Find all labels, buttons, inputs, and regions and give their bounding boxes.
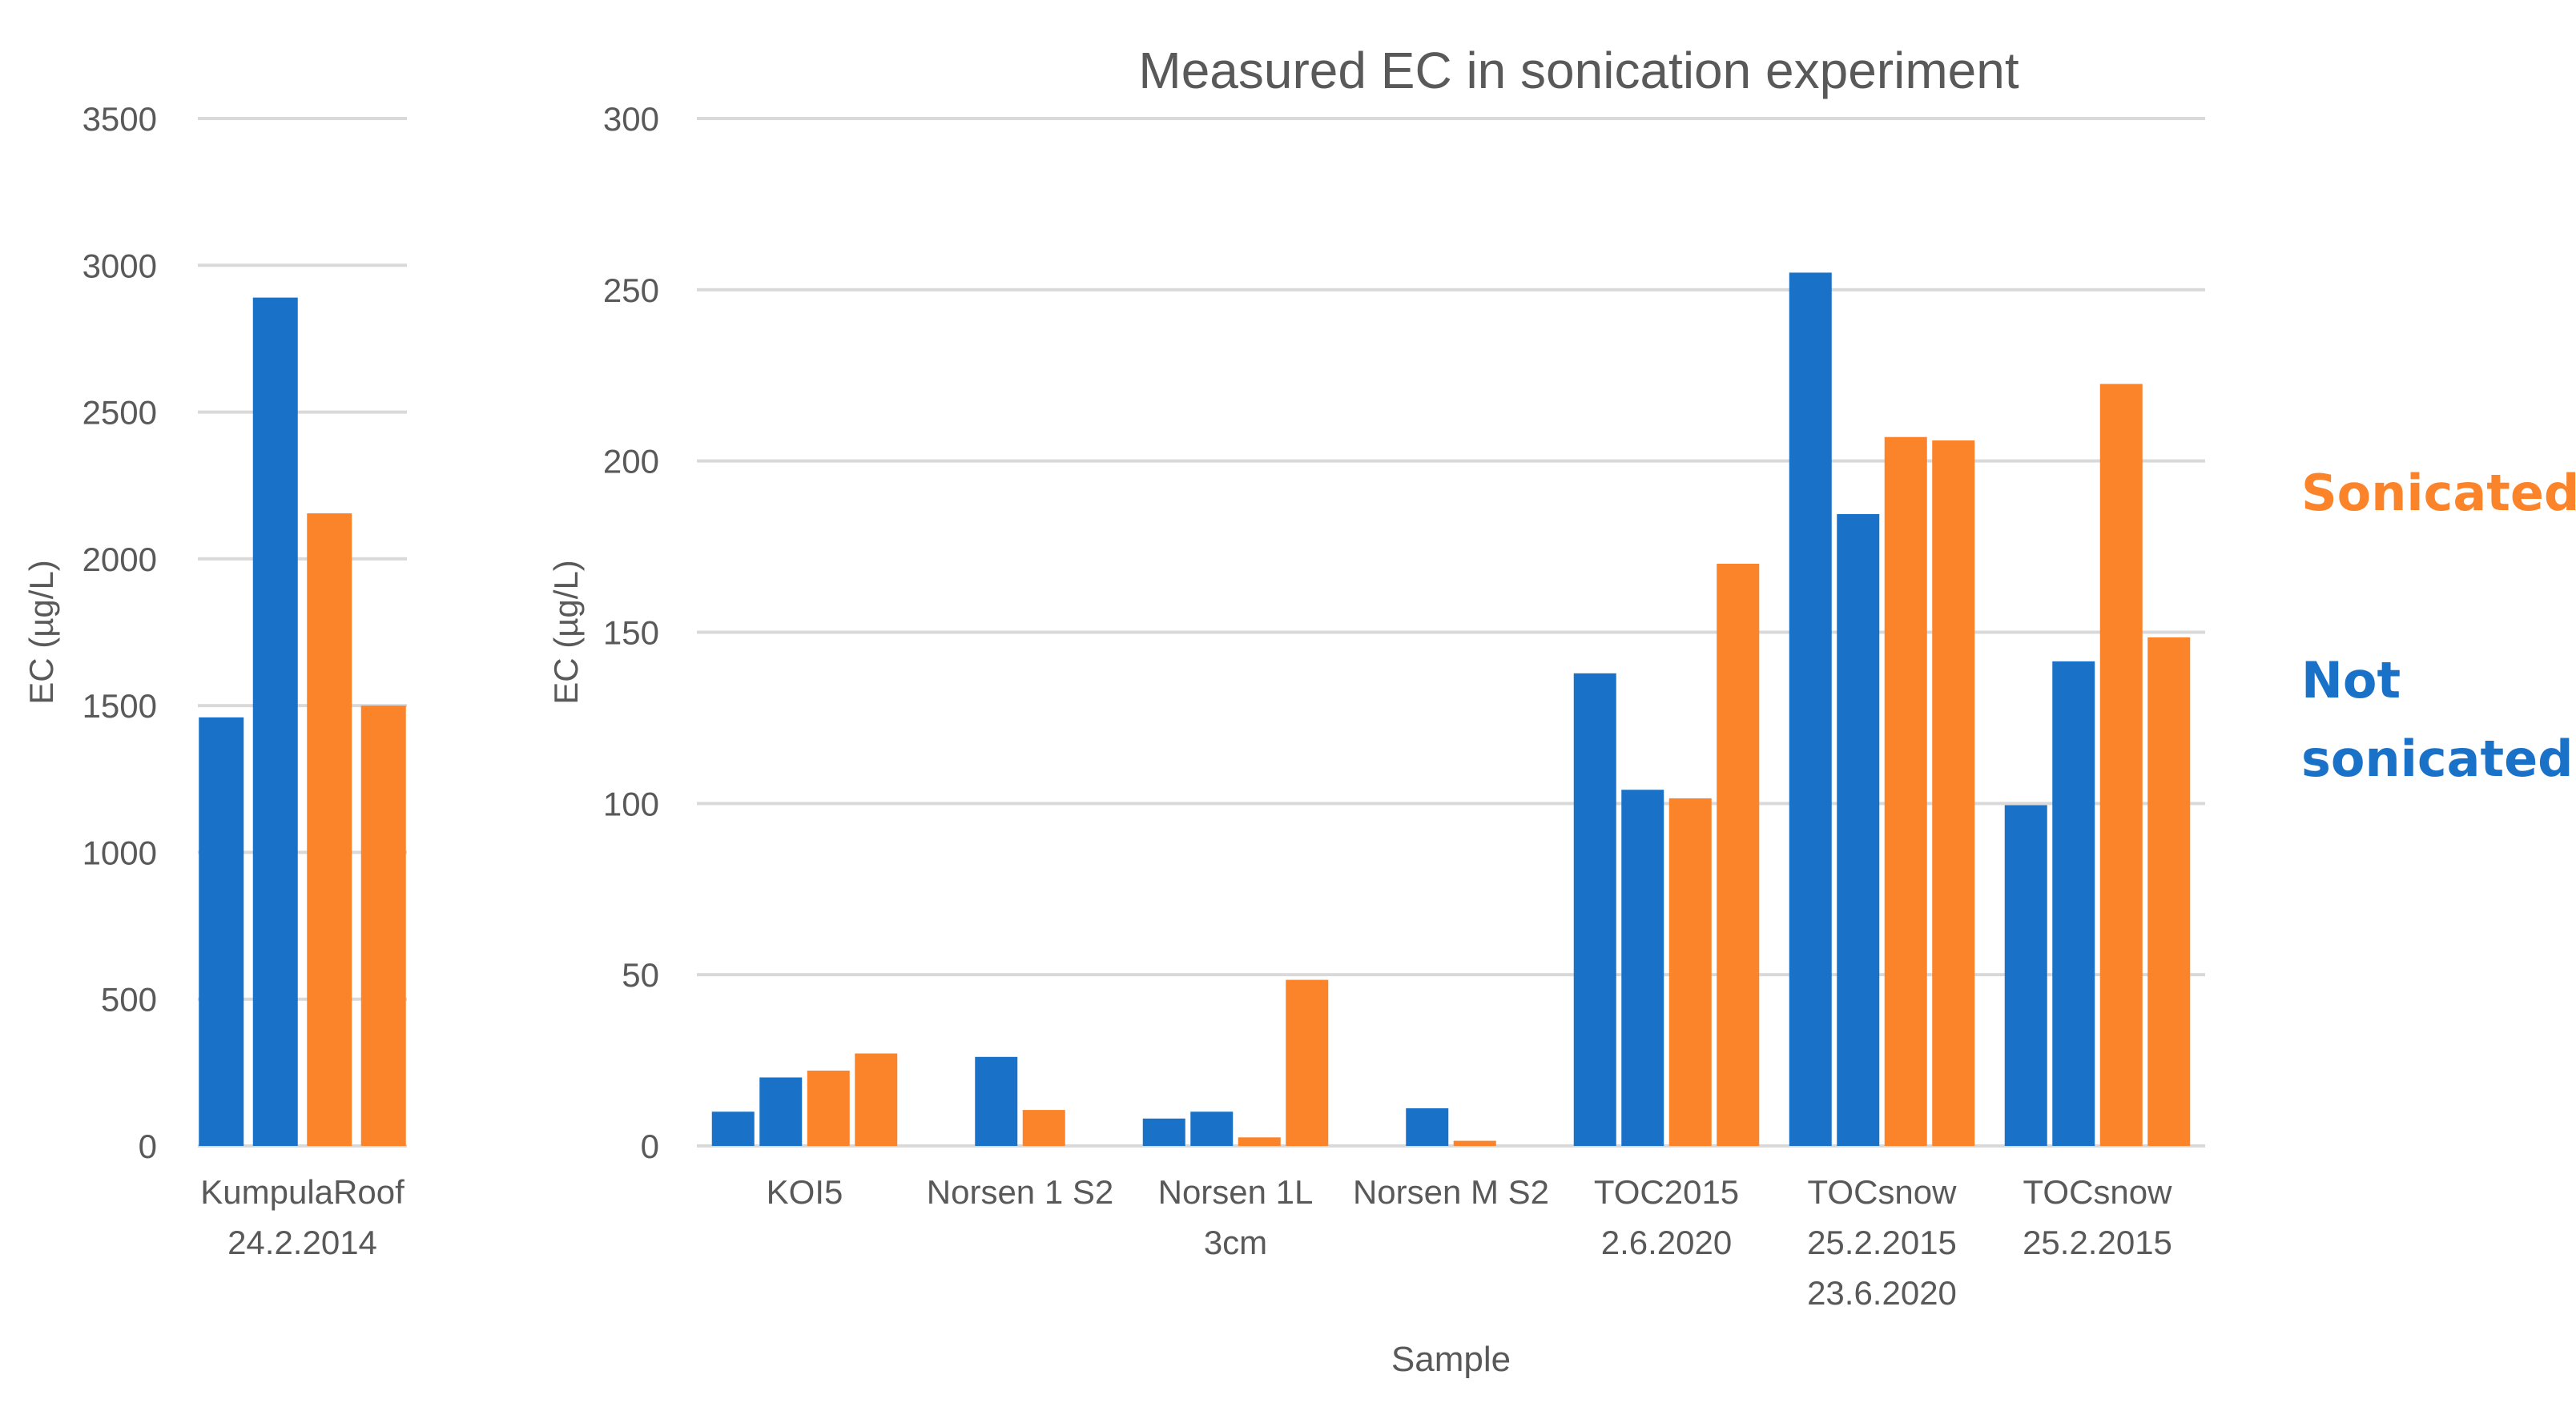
chart2-category-label: Norsen 1L (1158, 1173, 1314, 1211)
chart2-ylabel: EC (µg/L) (547, 560, 585, 705)
chart2-category-label: 2.6.2020 (1601, 1224, 1733, 1261)
chart1-ylabel: EC (µg/L) (22, 560, 60, 705)
chart1-ytick-label: 3000 (83, 247, 157, 284)
chart2-bar-sonicated (855, 1053, 898, 1146)
legend-not-sonicated-label: Not sonicated (2301, 651, 2574, 788)
chart1-bar-not-sonicated (252, 297, 298, 1146)
chart2-category-label: 3cm (1204, 1224, 1267, 1261)
x-axis-title: Sample (1391, 1340, 1511, 1379)
chart2-bar-sonicated (1717, 563, 1760, 1146)
chart1-ytick-label: 0 (139, 1128, 157, 1165)
chart1-bar-sonicated (307, 513, 352, 1146)
chart2-bar-not-sonicated (1406, 1107, 1449, 1146)
chart2-category-label: TOCsnow (1808, 1173, 1958, 1211)
chart2-category-label: 25.2.2015 (1807, 1224, 1957, 1261)
chart1-category-label: KumpulaRoof (200, 1173, 405, 1211)
chart2-bar-not-sonicated (1190, 1112, 1234, 1146)
chart2-ytick-label: 0 (641, 1128, 659, 1165)
chart2-category-label: KOI5 (767, 1173, 843, 1211)
chart2-ytick-label: 200 (603, 443, 659, 480)
chart2-category-label: TOCsnow (2023, 1173, 2173, 1211)
chart1-ytick-label: 1000 (83, 834, 157, 871)
chart2-category-label: TOC2015 (1594, 1173, 1739, 1211)
chart2-bar-sonicated (2099, 384, 2143, 1147)
chart1-ytick-label: 2000 (83, 541, 157, 578)
chart1-ytick-label: 3500 (83, 100, 157, 138)
legend-sonicated: Sonicated (2301, 454, 2576, 533)
chart2-bar-sonicated (1453, 1140, 1496, 1146)
chart1-ytick-label: 500 (101, 981, 157, 1019)
chart2-bar-not-sonicated (1142, 1118, 1185, 1146)
chart2-bar-not-sonicated (2004, 805, 2047, 1146)
chart2-ytick-label: 50 (622, 956, 659, 994)
chart-title: Measured EC in sonication experiment (1138, 42, 2019, 99)
chart2-ytick-label: 150 (603, 614, 659, 652)
chart2-ytick-label: 250 (603, 271, 659, 309)
chart1-ytick-label: 2500 (83, 394, 157, 432)
chart2-bar-not-sonicated (1573, 673, 1616, 1146)
chart2-bar-not-sonicated (1837, 513, 1880, 1146)
chart2-bar-not-sonicated (975, 1056, 1018, 1146)
legend-not-sonicated: Not sonicated (2301, 641, 2574, 798)
chart2-bar-not-sonicated (1621, 790, 1664, 1146)
chart2-bar-not-sonicated (759, 1077, 803, 1146)
chart2-ytick-label: 100 (603, 785, 659, 822)
chart2-bar-sonicated (1286, 979, 1329, 1146)
chart2-bar-sonicated (1668, 798, 1712, 1146)
chart2-category-label: 23.6.2020 (1807, 1274, 1957, 1312)
chart2-bar-not-sonicated (1789, 272, 1832, 1147)
chart2-category-label: 25.2.2015 (2023, 1224, 2172, 1261)
chart2-bar-sonicated (1932, 440, 1975, 1146)
chart2-ytick-label: 300 (603, 100, 659, 138)
chart2-category-label: Norsen 1 S2 (927, 1173, 1113, 1211)
chart1-category-label: 24.2.2014 (227, 1224, 377, 1261)
chart2-bar-sonicated (807, 1070, 850, 1146)
chart1-bar-not-sonicated (199, 717, 244, 1146)
chart2-category-label: Norsen M S2 (1353, 1173, 1549, 1211)
chart2-bar-sonicated (1022, 1110, 1065, 1146)
chart2-bar-sonicated (2147, 637, 2191, 1146)
chart2-bar-not-sonicated (2052, 661, 2095, 1146)
legend-sonicated-label: Sonicated (2301, 464, 2576, 522)
chart1-ytick-label: 1500 (83, 687, 157, 725)
chart1-bar-sonicated (360, 706, 406, 1146)
chart2-bar-sonicated (1238, 1137, 1281, 1146)
chart2-bar-sonicated (1884, 436, 1927, 1146)
chart2-bar-not-sonicated (711, 1112, 755, 1146)
